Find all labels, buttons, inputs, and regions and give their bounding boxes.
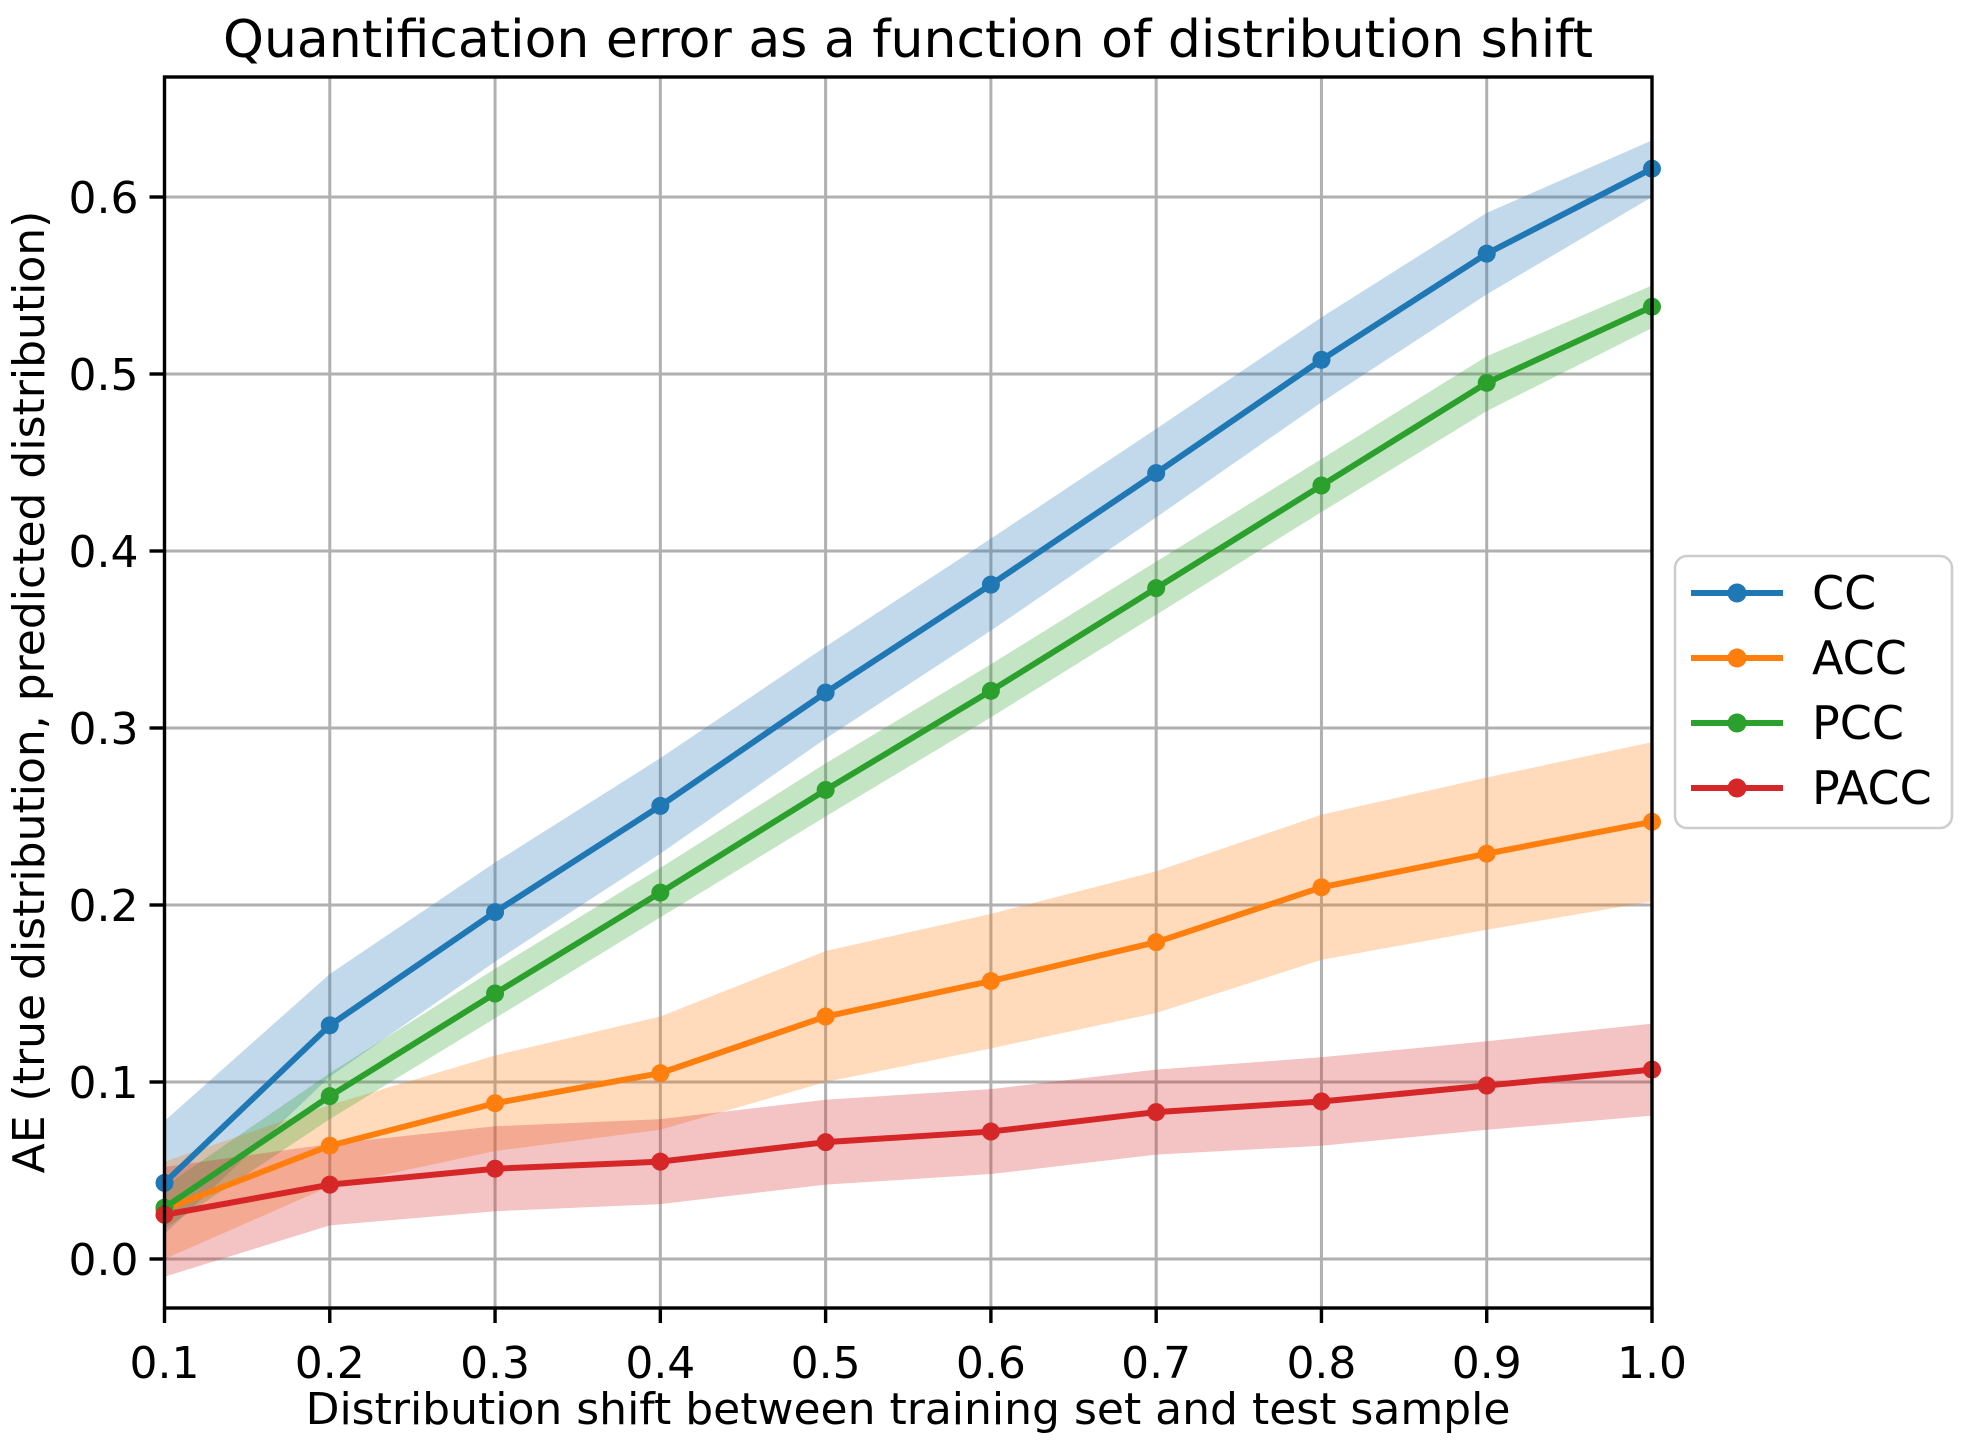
marker-pacc: [816, 1133, 835, 1152]
marker-pcc: [320, 1087, 339, 1106]
axes-spines: [162, 75, 1654, 1310]
x-tick-label: 1.0: [1617, 1338, 1687, 1389]
line-pcc: [162, 304, 1654, 1211]
band-cc: [164, 140, 1652, 1235]
marker-pcc: [486, 984, 505, 1003]
legend: CC ACC PCC PACC: [1673, 554, 1954, 830]
y-tick-label: 0.5: [69, 350, 139, 401]
legend-box: [1673, 554, 1954, 830]
marker-acc: [651, 1064, 670, 1083]
x-tick-labels: 0.1 0.2 0.3 0.4 0.5 0.6 0.7 0.8 0.9 1.0: [130, 1338, 1687, 1389]
marker-pcc: [1147, 579, 1166, 598]
marker-pcc: [651, 883, 670, 902]
y-tick-label: 0.4: [69, 527, 139, 578]
marker-acc: [981, 972, 1000, 991]
marker-pacc: [486, 1159, 505, 1178]
legend-marker-pacc: [1727, 778, 1747, 798]
legend-label-cc: CC: [1812, 566, 1876, 620]
marker-cc: [816, 683, 835, 702]
marker-cc: [651, 796, 670, 815]
marker-acc: [1477, 844, 1496, 863]
marker-acc: [816, 1007, 835, 1026]
x-tick-label: 0.3: [460, 1338, 530, 1389]
y-tick-label: 0.2: [69, 881, 139, 932]
marker-pacc: [320, 1175, 339, 1194]
marker-pacc: [981, 1122, 1000, 1141]
marker-cc: [486, 903, 505, 922]
marker-pcc: [1477, 373, 1496, 392]
y-tick-label: 0.6: [69, 173, 139, 224]
x-tick-label: 0.8: [1286, 1338, 1356, 1389]
legend-marker-pcc: [1727, 713, 1747, 733]
marker-acc: [1147, 933, 1166, 952]
marker-cc: [1312, 350, 1331, 369]
axis-ticks: [149, 195, 1654, 1323]
legend-marker-cc: [1727, 583, 1747, 603]
marker-acc: [486, 1094, 505, 1113]
marker-pacc: [1477, 1076, 1496, 1095]
marker-acc: [320, 1136, 339, 1155]
y-tick-label: 0.3: [69, 704, 139, 755]
legend-label-pacc: PACC: [1812, 761, 1932, 815]
series-markers: [155, 159, 1661, 1224]
y-axis-label: AE (true distribution, predicted distrib…: [4, 211, 55, 1174]
marker-pcc: [816, 780, 835, 799]
marker-pcc: [981, 681, 1000, 700]
x-tick-label: 0.4: [625, 1338, 695, 1389]
x-tick-label: 0.9: [1452, 1338, 1522, 1389]
marker-acc: [1312, 878, 1331, 897]
x-axis-label: Distribution shift between training set …: [306, 1384, 1511, 1435]
marker-cc: [320, 1016, 339, 1035]
x-tick-label: 0.2: [295, 1338, 365, 1389]
x-tick-label: 0.1: [130, 1338, 200, 1389]
chart-title: Quantification error as a function of di…: [223, 10, 1593, 70]
line-pacc: [163, 1066, 1653, 1218]
line-acc: [163, 818, 1653, 1213]
marker-pacc: [1312, 1092, 1331, 1111]
marker-cc: [1147, 464, 1166, 483]
marker-pcc: [1312, 476, 1331, 495]
x-tick-label: 0.5: [791, 1338, 861, 1389]
series-lines: [162, 166, 1654, 1218]
marker-pacc: [651, 1152, 670, 1171]
marker-cc: [1477, 244, 1496, 263]
band-pcc: [164, 285, 1652, 1229]
band-pacc: [164, 1023, 1652, 1277]
marker-cc: [981, 575, 1000, 594]
legend-marker-acc: [1727, 648, 1747, 668]
y-tick-label: 0.0: [69, 1235, 139, 1286]
marker-pacc: [1147, 1103, 1166, 1122]
y-tick-label: 0.1: [69, 1058, 139, 1109]
y-tick-labels: 0.0 0.1 0.2 0.3 0.4 0.5 0.6: [69, 173, 139, 1286]
line-cc: [162, 166, 1654, 1186]
legend-label-acc: ACC: [1812, 631, 1907, 685]
legend-label-pcc: PCC: [1812, 696, 1904, 750]
x-tick-label: 0.6: [956, 1338, 1026, 1389]
x-tick-label: 0.7: [1121, 1338, 1191, 1389]
